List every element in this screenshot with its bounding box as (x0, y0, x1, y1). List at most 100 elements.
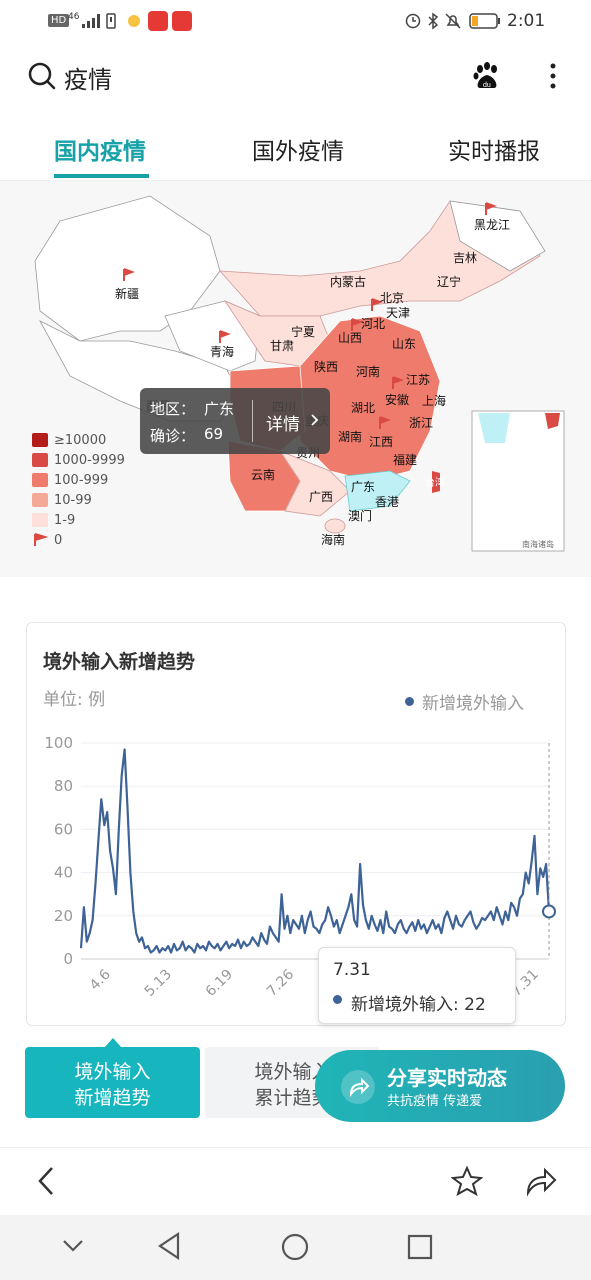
tooltip-date: 7.31 (333, 960, 371, 980)
prov-label: 福建 (393, 453, 418, 467)
chart-tooltip: 7.31 新增境外输入: 22 (318, 947, 516, 1024)
tab-overseas[interactable]: 国外疫情 (252, 139, 344, 165)
tab-live[interactable]: 实时播报 (448, 139, 540, 165)
hd-badge: HD (48, 14, 70, 27)
tooltip-region-value: 广东 (204, 400, 235, 418)
chart-unit: 单位: 例 (43, 690, 106, 710)
legend-item: 100-999 (32, 471, 108, 489)
search-icon[interactable] (28, 62, 56, 90)
star-icon[interactable] (451, 1165, 483, 1197)
collapse-chevron-icon[interactable] (62, 1239, 84, 1253)
prov-label: 河南 (356, 365, 381, 379)
legend-swatch (32, 513, 48, 527)
prov-label: 内蒙古 (330, 275, 367, 289)
chart-title: 境外输入新增趋势 (43, 651, 196, 673)
china-map[interactable]: 南海诸岛 (0, 181, 591, 577)
prov-label: 黑龙江 (474, 218, 511, 232)
battery-icon (469, 13, 500, 29)
tab-underline (54, 174, 149, 178)
system-nav-bar (0, 1215, 591, 1280)
tooltip-confirmed-label: 确诊： (150, 427, 196, 445)
legend-item: 0 (32, 531, 62, 549)
search-query[interactable]: 疫情 (64, 66, 112, 94)
x-tick-label: 6.19 (203, 967, 236, 1000)
prov-label: 广东 (351, 480, 376, 494)
legend-swatch (32, 453, 48, 467)
y-tick-label: 60 (54, 820, 73, 838)
more-vertical-icon[interactable] (548, 62, 558, 92)
search-bar[interactable]: 疫情 du (0, 44, 591, 108)
notification-icon (106, 13, 116, 29)
series-line (79, 748, 551, 954)
y-tick-label: 20 (54, 907, 73, 925)
prov-label: 云南 (251, 468, 276, 482)
legend-item: ≥10000 (32, 431, 106, 449)
tooltip-confirmed-value: 69 (204, 425, 224, 443)
prov-label: 浙江 (409, 416, 434, 430)
tooltip-detail-link[interactable]: 详情 (266, 415, 300, 435)
signal-label: 46 (68, 12, 80, 22)
highlight-point (542, 904, 556, 919)
prov-label: 广西 (309, 490, 334, 504)
chevron-right-icon[interactable] (310, 413, 320, 427)
map-tooltip[interactable]: 地区： 广东 确诊： 69 详情 (140, 388, 330, 454)
share-icon (341, 1070, 375, 1104)
weather-icon (128, 15, 140, 27)
prov-label: 陕西 (314, 360, 339, 374)
legend-swatch (32, 433, 48, 447)
china-map-section: 南海诸岛 黑龙江 吉林 辽宁 内蒙古 新疆 北京 天津 河北 宁夏 山西 山东 … (0, 181, 591, 577)
back-chevron-icon[interactable] (36, 1166, 56, 1196)
y-tick-label: 40 (54, 864, 73, 882)
mute-icon (445, 13, 461, 29)
legend-swatch (32, 473, 48, 487)
tooltip-region-label: 地区： (150, 400, 196, 418)
prov-label: 辽宁 (437, 275, 462, 289)
browser-toolbar (0, 1147, 591, 1216)
x-tick-label: 5.13 (142, 967, 175, 1000)
share-arrow-icon[interactable] (524, 1165, 558, 1197)
clock: 2:01 (507, 11, 546, 31)
prov-label: 湖北 (351, 401, 376, 415)
prov-label: 湖南 (338, 430, 363, 444)
huawei-app-icon (172, 11, 192, 31)
prov-label: 北京 (380, 291, 405, 305)
prov-label: 香港 (375, 495, 400, 509)
x-tick-label: 4.6 (87, 966, 114, 993)
active-pointer (104, 1038, 122, 1048)
recent-square-icon[interactable] (406, 1233, 434, 1261)
prov-label: 澳门 (348, 509, 373, 523)
alarm-icon (405, 13, 421, 29)
y-tick-label: 80 (54, 777, 73, 795)
back-triangle-icon[interactable] (156, 1231, 182, 1261)
prov-label: 吉林 (453, 251, 478, 265)
baidu-paw-icon[interactable]: du (472, 61, 502, 91)
prov-label: 河北 (361, 317, 386, 331)
prov-label: 宁夏 (291, 325, 316, 339)
tab-domestic[interactable]: 国内疫情 (54, 139, 146, 165)
prov-label: 安徽 (385, 393, 410, 407)
legend-dot (405, 697, 414, 706)
tooltip-dot (333, 995, 342, 1004)
home-circle-icon[interactable] (280, 1232, 310, 1262)
legend-item: 1-9 (32, 511, 75, 529)
prov-label: 海南 (321, 533, 346, 547)
prov-label: 青海 (210, 345, 235, 359)
x-tick-label: 7.26 (264, 966, 297, 999)
chart-legend[interactable]: 新增境外输入 (405, 689, 524, 714)
prov-label: 台湾 (425, 478, 445, 489)
tooltip-series: 新增境外输入: 22 (351, 995, 486, 1015)
south-china-sea-inset (471, 410, 565, 552)
prov-label: 新疆 (115, 287, 140, 301)
prov-label: 江苏 (406, 373, 431, 387)
tab-bar: 国内疫情 国外疫情 实时播报 (0, 108, 591, 181)
legend-swatch (32, 493, 48, 507)
svg-text:du: du (483, 82, 491, 89)
prov-label: 天津 (386, 306, 411, 320)
prov-label: 甘肃 (270, 339, 295, 353)
share-subtitle: 共抗疫情 传递爱 (387, 1094, 483, 1109)
bluetooth-icon (428, 12, 439, 30)
legend-item: 1000-9999 (32, 451, 125, 469)
import-daily-trend-button[interactable]: 境外输入 新增趋势 (25, 1047, 200, 1118)
inset-label: 南海诸岛 (522, 539, 554, 549)
share-live-updates-button[interactable]: 分享实时动态 共抗疫情 传递爱 (315, 1050, 565, 1122)
